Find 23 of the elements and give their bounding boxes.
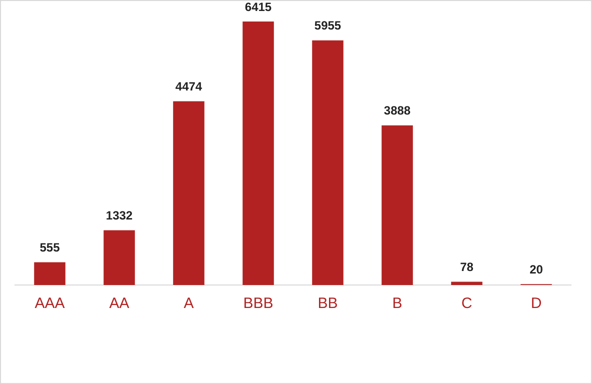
data-label: 555 (40, 240, 60, 255)
x-tick-label: BBB (243, 295, 274, 312)
data-label: 1332 (106, 208, 133, 223)
x-tick-label: AA (109, 295, 130, 312)
bar (34, 262, 66, 285)
bar (242, 22, 274, 285)
bar (173, 101, 204, 285)
x-tick-label: C (461, 295, 472, 312)
data-label: 78 (460, 260, 474, 274)
x-tick-label: B (392, 295, 402, 312)
bar (104, 230, 135, 285)
data-label: 3888 (384, 104, 411, 118)
bar (312, 40, 344, 285)
data-label: 4474 (175, 80, 202, 94)
data-label: 20 (530, 262, 544, 276)
x-tick-label: D (530, 295, 542, 312)
data-label: 5955 (314, 18, 342, 33)
x-tick-label: BB (318, 295, 338, 312)
bar (451, 282, 482, 285)
x-tick-label: AAA (34, 295, 65, 312)
data-label: 6415 (244, 0, 272, 14)
x-tick-label: A (184, 295, 194, 312)
bar (382, 125, 413, 285)
